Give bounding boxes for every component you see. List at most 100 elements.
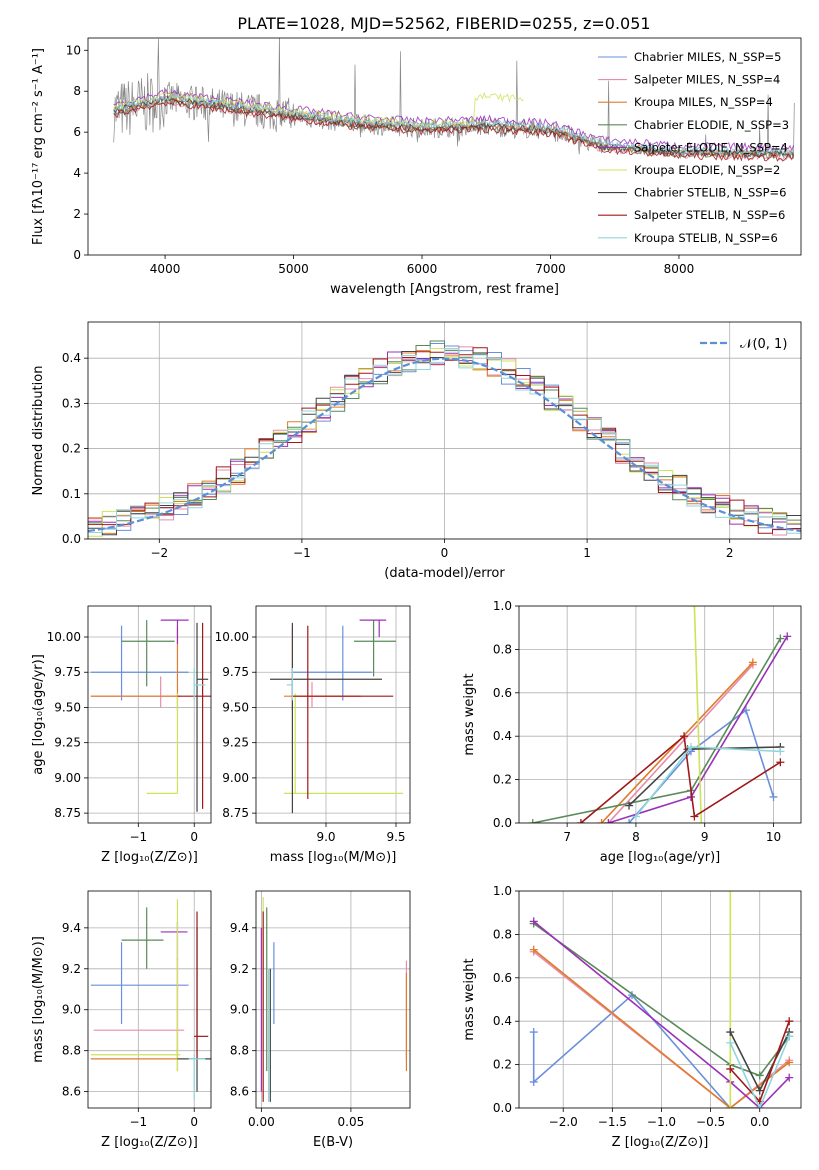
mass-weight-point [597, 819, 606, 823]
x-axis-label: Z [log₁₀(Z/Z⊙)] [612, 1135, 709, 1150]
legend-label: Salpeter STELIB, N_SSP=6 [634, 208, 785, 222]
mass-weight-line [635, 746, 781, 817]
residual-histogram-line [88, 348, 801, 534]
mass-weight-point [769, 792, 778, 801]
y-tick-label: 10 [66, 43, 81, 57]
mass-weight-point [785, 1032, 794, 1041]
mass-weight-point [785, 1017, 794, 1026]
y-tick-label: 9.50 [54, 700, 81, 714]
y-tick-label: 8.75 [222, 806, 249, 820]
y-tick-label: 9.25 [54, 736, 81, 750]
mass-weight-point [528, 819, 537, 823]
y-tick-label: 9.50 [222, 700, 249, 714]
panel: 7 8 9 10 0.0 0.2 0.4 0.6 0.8 1.0 age [log₁₀(age/yr… [462, 599, 802, 865]
panel: −2 −1 0 1 2 0.0 0.1 0.2 0.3 0.4 (data-model)/error… [31, 321, 802, 581]
plot-area [256, 891, 410, 1108]
legend-label: Salpeter ELODIE, N_SSP=4 [634, 140, 788, 154]
mass-weight-point [776, 634, 785, 643]
y-tick-label: 1.0 [493, 599, 512, 613]
y-tick-label: 0.2 [62, 442, 81, 456]
x-axis-label: Z [log₁₀(Z/Z⊙)] [101, 1135, 198, 1150]
residual-histogram-line [88, 340, 801, 524]
x-tick-label: −1.0 [647, 1115, 676, 1129]
plot-area [88, 606, 211, 823]
legend-label: Salpeter MILES, N_SSP=4 [634, 73, 780, 87]
y-tick-label: 0.8 [493, 642, 512, 656]
x-tick-label: −1 [129, 1115, 147, 1129]
y-tick-label: 0.2 [493, 1058, 512, 1072]
y-tick-label: 0.3 [62, 396, 81, 410]
y-tick-label: 0.2 [493, 773, 512, 787]
mass-weight-point [680, 732, 689, 741]
mass-weight-point [726, 891, 735, 895]
x-tick-label: 0.0 [750, 1115, 769, 1129]
y-tick-label: 9.25 [222, 736, 249, 750]
y-tick-label: 10.00 [47, 630, 81, 644]
y-axis-label: age [log₁₀(age/yr)] [31, 654, 46, 775]
x-tick-label: 0 [190, 1115, 198, 1129]
mass-weight-line [693, 606, 703, 823]
x-tick-label: 0 [190, 830, 198, 844]
y-tick-label: 9.0 [62, 1003, 81, 1017]
mass-weight-point [776, 758, 785, 767]
mass-weight-line [729, 1036, 790, 1108]
x-tick-label: −2.0 [549, 1115, 578, 1129]
y-tick-label: 0.0 [493, 816, 512, 830]
x-tick-label: 0.05 [338, 1115, 365, 1129]
mass-weight-point [529, 917, 538, 926]
axes-frame [87, 605, 212, 824]
mass-weight-line [533, 920, 790, 1108]
axes-frame [255, 605, 411, 824]
mass-weight-point [697, 819, 706, 823]
legend-label: Kroupa STELIB, N_SSP=6 [634, 231, 778, 245]
mass-weight-point [726, 1038, 735, 1047]
mass-weight-point [776, 747, 785, 756]
x-tick-label: 10 [766, 830, 781, 844]
mass-weight-point [625, 819, 634, 823]
mass-weight-point [625, 801, 634, 810]
y-tick-label: 8.6 [62, 1085, 81, 1099]
plot-area [88, 891, 211, 1108]
x-tick-label: −1 [129, 830, 147, 844]
legend-label: Chabrier ELODIE, N_SSP=3 [634, 118, 789, 132]
y-tick-label: 9.00 [222, 771, 249, 785]
mass-weight-point [726, 1104, 735, 1108]
y-axis-label: mass weight [462, 958, 477, 1040]
y-tick-label: 9.75 [222, 665, 249, 679]
y-tick-label: 9.2 [230, 962, 249, 976]
panel: 4000 5000 6000 7000 8000 0 2 4 6 8 10 wavelength [A… [31, 37, 802, 297]
legend-label: Chabrier STELIB, N_SSP=6 [634, 186, 786, 200]
y-axis-label: mass [log₁₀(M/M⊙)] [31, 936, 46, 1063]
y-tick-label: 9.4 [230, 921, 249, 935]
y-tick-label: 6 [73, 125, 81, 139]
x-axis-label: E(B-V) [313, 1135, 353, 1150]
axes-frame [87, 321, 802, 540]
y-tick-label: 9.75 [54, 665, 81, 679]
legend-label: Kroupa ELODIE, N_SSP=2 [634, 163, 780, 177]
mass-weight-line [533, 922, 790, 1077]
y-tick-label: 0.0 [62, 532, 81, 546]
axes-frame [87, 37, 802, 256]
mass-weight-point [726, 1064, 735, 1073]
x-tick-label: −1.5 [598, 1115, 627, 1129]
x-tick-label: 6000 [407, 262, 438, 276]
y-tick-label: 8.6 [230, 1085, 249, 1099]
y-tick-label: 2 [73, 207, 81, 221]
mass-weight-point [783, 632, 792, 641]
y-tick-label: 0.6 [493, 971, 512, 985]
legend-label: 𝒩(0, 1) [740, 337, 787, 352]
y-tick-label: 8.8 [62, 1044, 81, 1058]
x-axis-label: mass [log₁₀(M/M⊙)] [270, 850, 397, 865]
x-tick-label: −2 [150, 546, 168, 560]
legend: 𝒩(0, 1) [700, 337, 787, 352]
panel: −1 0 8.6 8.8 9.0 9.2 9.4 Z [log₁₀(Z/Z⊙)] mass [l… [31, 890, 212, 1150]
y-axis-label: Flux [fλ10⁻¹⁷ erg cm⁻² s⁻¹ A⁻¹] [31, 48, 46, 245]
axes-frame [87, 890, 212, 1109]
plot-area [519, 891, 801, 1108]
mass-weight-point [755, 1104, 764, 1108]
axes-frame [518, 890, 802, 1109]
mass-weight-point [755, 1086, 764, 1095]
mass-weight-line [532, 638, 782, 823]
panel: 0.00 0.05 8.6 8.8 9.0 9.2 9.4 E(B-V) [230, 890, 411, 1150]
